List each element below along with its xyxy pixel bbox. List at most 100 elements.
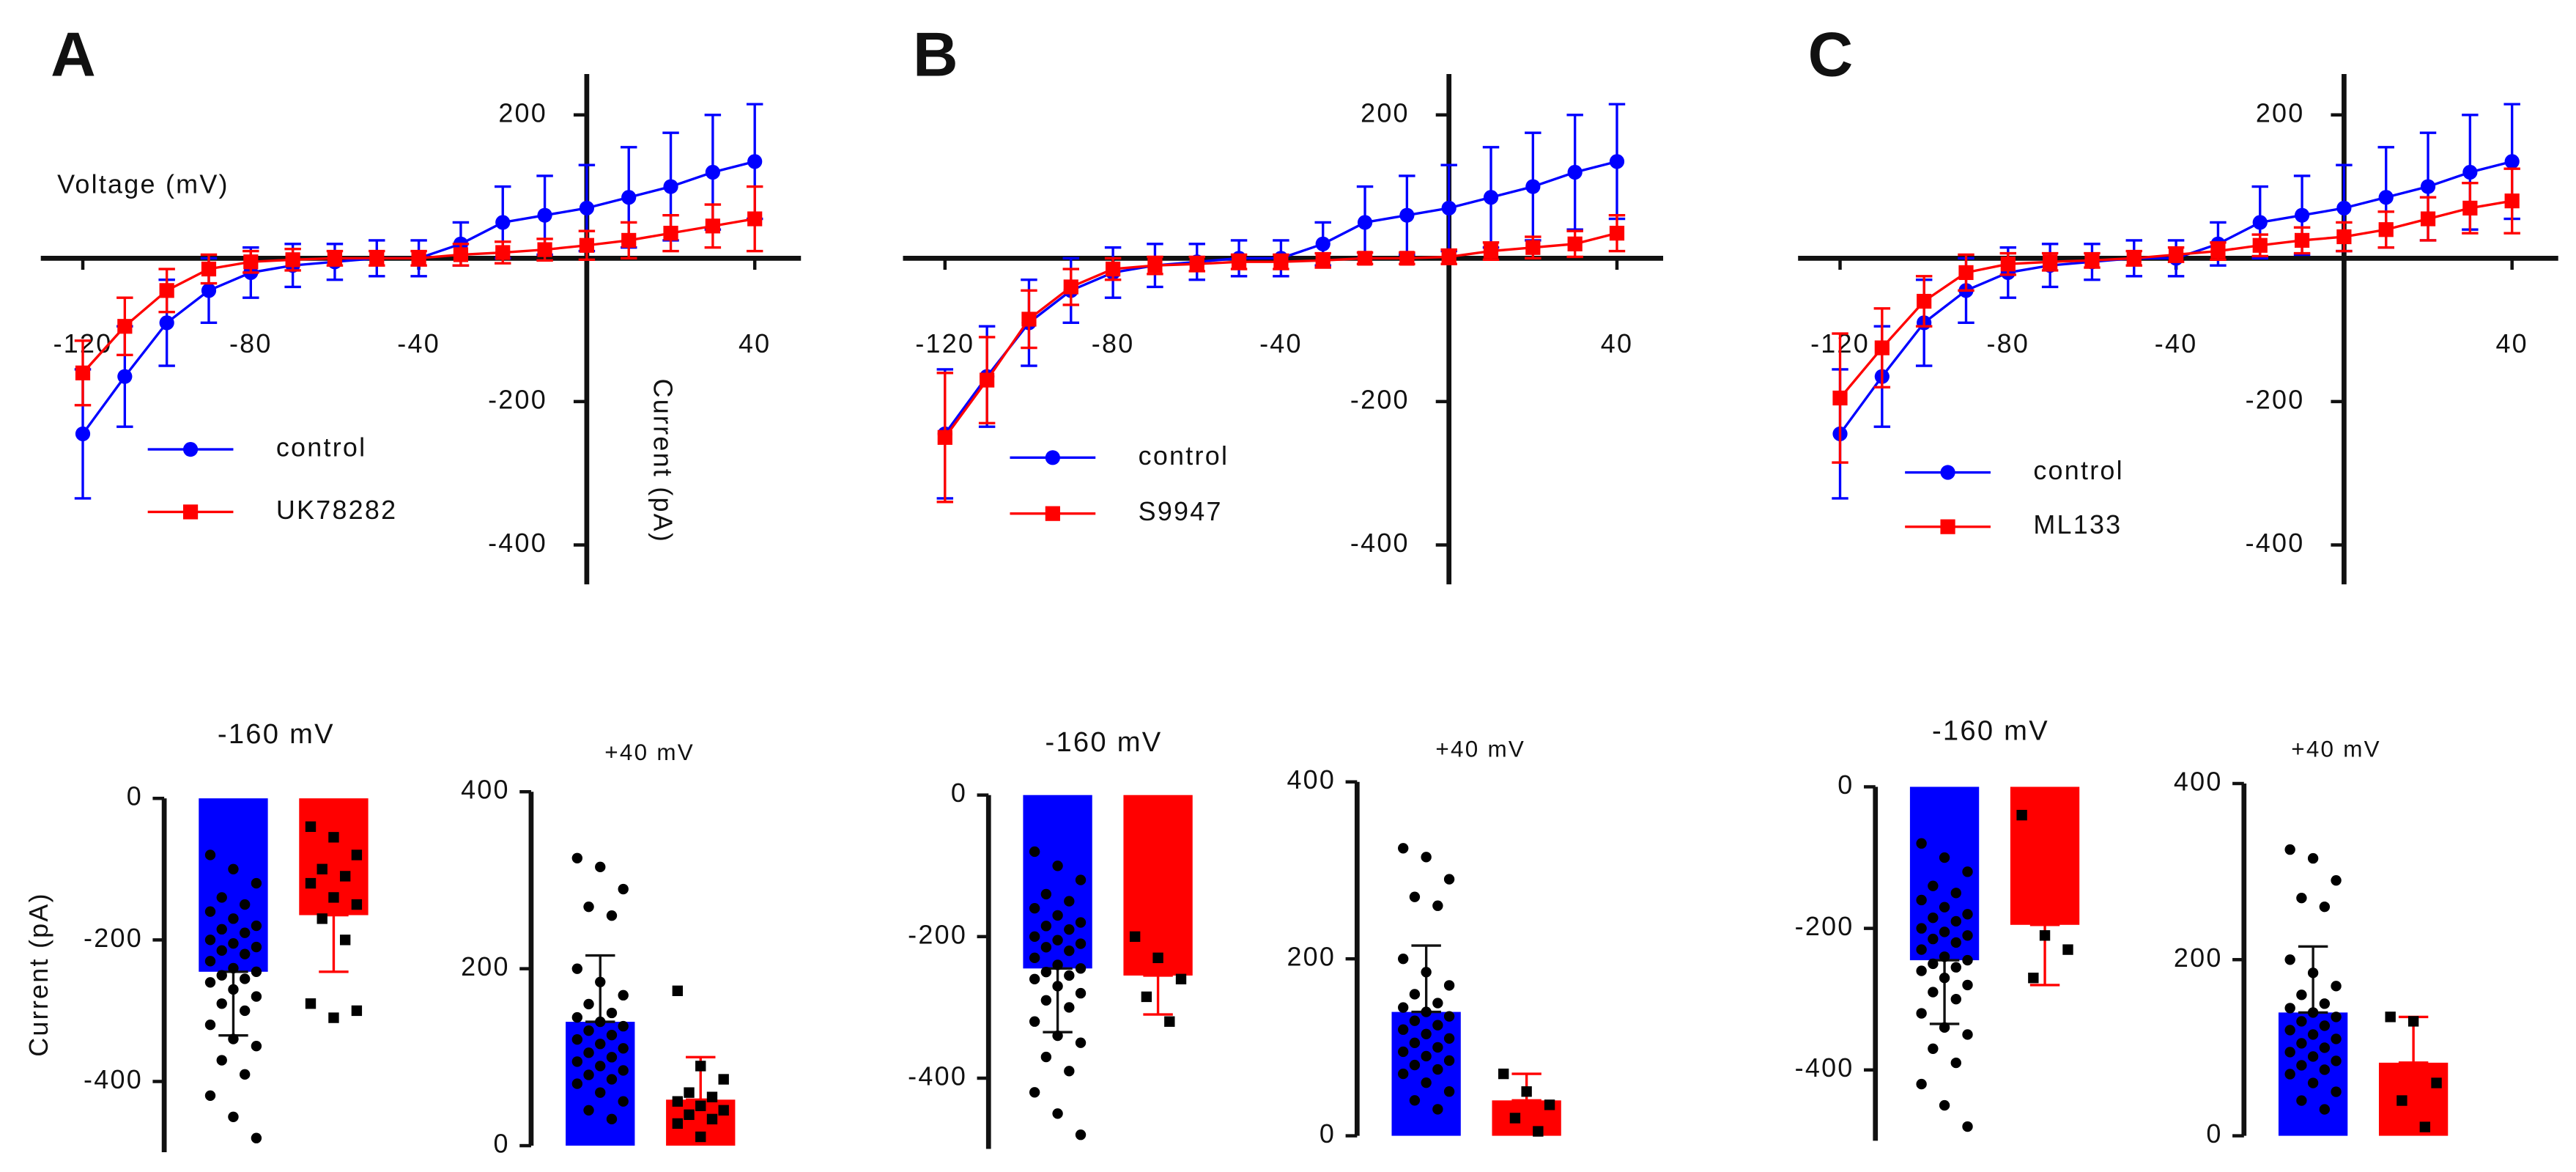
data-point: [2319, 1042, 2331, 1053]
marker: [495, 215, 511, 230]
marker: [747, 211, 763, 226]
data-point: [2284, 1025, 2295, 1036]
data-point: [2028, 973, 2039, 984]
data-point: [1928, 880, 1939, 891]
marker: [1483, 190, 1499, 205]
data-point: [2319, 1020, 2331, 1031]
y-tick-label: 0: [951, 778, 967, 808]
data-point: [1064, 896, 1075, 907]
data-point: [1939, 1022, 1950, 1033]
data-point: [1928, 987, 1939, 998]
data-point: [1432, 1104, 1443, 1115]
marker: [285, 252, 300, 268]
data-point: [1409, 891, 1421, 902]
y-tick-label: -200: [84, 923, 143, 953]
x-tick-label: 40: [1601, 328, 1633, 358]
data-point: [1916, 923, 1927, 934]
data-point: [1950, 888, 1961, 899]
data-point: [1421, 1006, 1432, 1017]
marker: [2000, 257, 2016, 272]
data-point: [1052, 981, 1063, 992]
x-tick-label: -80: [229, 328, 273, 358]
chart-title: -160 mV: [1045, 726, 1163, 758]
data-point: [684, 1109, 695, 1121]
data-point: [571, 852, 583, 863]
marker: [621, 190, 637, 205]
data-point: [228, 1033, 239, 1044]
data-point: [718, 1074, 729, 1085]
x-tick-label: -120: [915, 328, 974, 358]
y-axis-label: Current (pA): [648, 379, 678, 544]
data-point: [1409, 989, 1421, 1000]
data-point: [251, 991, 262, 1002]
data-point: [1939, 973, 1950, 984]
marker: [1273, 254, 1289, 270]
data-point: [2307, 852, 2319, 864]
data-point: [228, 1111, 239, 1122]
data-point: [2331, 1011, 2342, 1022]
data-point: [1029, 952, 1040, 964]
data-point: [1040, 888, 1052, 900]
marker: [1147, 258, 1163, 273]
data-point: [2331, 981, 2342, 992]
marker: [117, 319, 133, 334]
marker: [537, 207, 552, 223]
marker: [453, 247, 469, 262]
y-tick-label: 200: [2256, 97, 2305, 128]
data-point: [204, 956, 216, 967]
data-point: [1432, 1042, 1443, 1053]
data-point: [2284, 1047, 2295, 1058]
data-point: [1916, 838, 1927, 849]
y-tick-label: -200: [908, 919, 967, 949]
data-point: [239, 899, 251, 910]
data-point: [1962, 1029, 1973, 1040]
data-point: [1075, 917, 1087, 928]
data-point: [1052, 1108, 1063, 1119]
chart-title: +40 mV: [2291, 736, 2381, 762]
data-point: [1509, 1113, 1521, 1124]
legend-label: UK78282: [276, 495, 398, 525]
data-point: [1029, 1016, 1040, 1027]
x-tick-label: -40: [1259, 328, 1303, 358]
marker: [1441, 200, 1457, 216]
data-point: [2296, 1038, 2307, 1049]
data-point: [1152, 952, 1163, 964]
data-point: [216, 1055, 227, 1066]
data-point: [1421, 1077, 1432, 1088]
marker: [1441, 249, 1457, 265]
data-point: [1916, 1008, 1927, 1019]
marker: [411, 251, 426, 266]
y-tick-label: -200: [1350, 384, 1410, 414]
panel-letter: B: [913, 20, 958, 89]
data-point: [1075, 1037, 1087, 1048]
data-point: [1421, 1050, 1432, 1062]
data-point: [351, 1005, 363, 1017]
marker: [1917, 293, 1932, 309]
legend-label: ML133: [2033, 509, 2122, 539]
data-point: [718, 1105, 729, 1116]
data-point: [1544, 1099, 1555, 1110]
data-point: [2296, 1016, 2307, 1027]
marker: [747, 154, 763, 169]
data-point: [606, 910, 618, 921]
data-point: [706, 1091, 718, 1102]
data-point: [606, 1029, 618, 1041]
data-point: [2319, 1104, 2331, 1115]
data-point: [2331, 1055, 2342, 1066]
marker: [159, 283, 174, 298]
data-point: [305, 998, 317, 1009]
data-point: [239, 1005, 251, 1017]
data-point: [571, 1056, 583, 1067]
marker: [2210, 243, 2226, 259]
data-point: [305, 821, 317, 833]
data-point: [1075, 938, 1087, 949]
marker: [1567, 164, 1583, 180]
data-point: [1075, 963, 1087, 974]
data-point: [2319, 998, 2331, 1009]
data-point: [251, 941, 262, 953]
chart-title: -160 mV: [218, 718, 335, 750]
y-tick-label: 400: [461, 775, 510, 805]
marker: [1609, 226, 1625, 241]
data-point: [583, 1105, 594, 1116]
data-point: [595, 976, 606, 987]
